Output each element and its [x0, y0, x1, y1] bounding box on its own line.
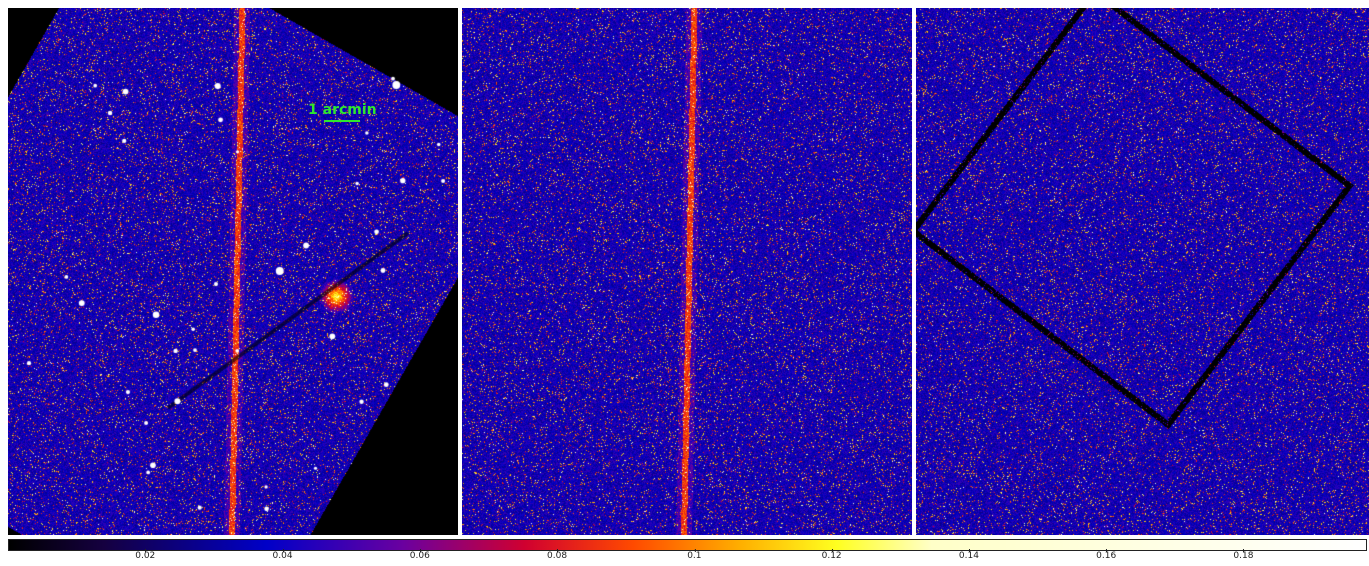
colorbar-tick-label: 0.12: [821, 549, 842, 561]
image-right-canvas: [916, 8, 1369, 535]
colorbar-tick-label: 0.04: [272, 549, 293, 561]
colorbar-tick-label: 0.06: [409, 549, 430, 561]
scale-bar-label: 1 arcmin: [308, 102, 377, 118]
scale-bar: [324, 120, 360, 122]
colorbar-tick-label: 0.18: [1233, 549, 1254, 561]
image-panel-right: [916, 8, 1369, 535]
colorbar-tick-label: 0.02: [135, 549, 156, 561]
colorbar-ticks: 0.02 0.04 0.06 0.08 0.1 0.12 0.14 0.16 0.18: [8, 549, 1367, 566]
image-panel-middle: [462, 8, 912, 535]
colorbar-tick-label: 0.1: [687, 549, 702, 561]
colorbar-tick-label: 0.16: [1096, 549, 1117, 561]
colorbar-tick-label: 0.14: [958, 549, 979, 561]
image-middle-canvas: [462, 8, 912, 535]
colorbar-tick-label: 0.08: [547, 549, 568, 561]
colorbar: [8, 539, 1367, 551]
image-panel-left: 1 arcmin: [8, 8, 458, 535]
image-left-canvas: [8, 8, 458, 535]
